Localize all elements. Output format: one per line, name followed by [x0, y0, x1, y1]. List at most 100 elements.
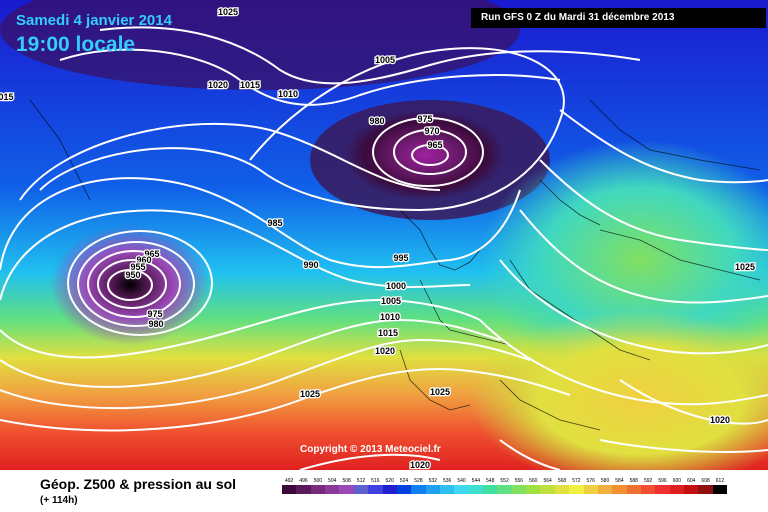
scale-label: 564: [543, 478, 552, 484]
isobar-label: 1025: [218, 7, 238, 17]
isobar-label: 1015: [240, 80, 260, 90]
scale-swatch: [698, 485, 713, 494]
scale-swatch: [425, 485, 440, 494]
scale-swatch: [583, 485, 598, 494]
color-scale: 492 496 500 504 508 512 516 520 524 528 532 536 540 5…: [282, 478, 756, 494]
isobar-label: 975: [147, 309, 162, 319]
isobar-label: 1020: [375, 346, 395, 356]
scale-label: 532: [428, 478, 437, 484]
scale-swatch: [669, 485, 685, 494]
scale-swatch: [454, 485, 469, 494]
scale-swatch: [368, 485, 383, 494]
color-scale-labels: 492 496 500 504 508 512 516 520 524 528 532 536 540 5…: [282, 478, 756, 484]
scale-swatch: [339, 485, 354, 494]
scale-label: 492: [285, 478, 294, 484]
scale-label: 600: [672, 478, 682, 484]
scale-swatch: [325, 485, 340, 494]
isobar-label: 1010: [278, 89, 298, 99]
scale-label: 504: [328, 478, 337, 484]
scale-label: 512: [356, 478, 366, 484]
scale-label: 560: [529, 478, 538, 484]
isobar-label: 1020: [410, 460, 430, 470]
isobar-label: 1025: [735, 262, 755, 272]
scale-swatch: [282, 485, 297, 494]
scale-swatch: [597, 485, 613, 494]
scale-label: 612: [715, 478, 725, 484]
isobar-label: 1000: [386, 281, 406, 291]
scale-swatch: [554, 485, 570, 494]
scale-swatch: [439, 485, 455, 494]
isobar-label: 1025: [300, 389, 320, 399]
scale-swatch: [353, 485, 369, 494]
scale-label: 588: [629, 478, 638, 484]
scale-swatch: [310, 485, 326, 494]
scale-swatch: [468, 485, 484, 494]
scale-label: 520: [385, 478, 394, 484]
isobar-label: 995: [393, 253, 408, 263]
coastlines: [29, 99, 761, 431]
scale-label: 580: [600, 478, 610, 484]
scale-swatch: [483, 485, 498, 494]
isobar-label: 1020: [710, 415, 730, 425]
scale-swatch: [396, 485, 412, 494]
isobar-label: 980: [148, 319, 163, 329]
scale-swatch: [640, 485, 656, 494]
isobar-label: 950: [125, 270, 140, 280]
isobar-label: 1010: [380, 312, 400, 322]
isobar-label: 990: [303, 260, 318, 270]
isobar-label: 965: [427, 140, 442, 150]
scale-swatch: [497, 485, 512, 494]
scale-label: 508: [342, 478, 351, 484]
scale-swatch: [712, 485, 728, 494]
isobar-label: 1015: [378, 328, 398, 338]
scale-label: 552: [500, 478, 509, 484]
scale-swatch: [296, 485, 311, 494]
isobar-label: 960: [136, 255, 151, 265]
scale-swatch: [612, 485, 627, 494]
isobar-label: 1025: [430, 387, 450, 397]
scale-label: 496: [299, 478, 308, 484]
scale-label: 568: [557, 478, 567, 484]
isobar-label: 955: [130, 262, 145, 272]
isobar-label: 015: [0, 92, 14, 102]
scale-label: 556: [514, 478, 524, 484]
scale-label: 572: [572, 478, 581, 484]
scale-swatch: [526, 485, 541, 494]
scale-swatch: [540, 485, 555, 494]
isobar-label: 980: [369, 116, 384, 126]
isobar-label: 985: [267, 218, 282, 228]
scale-swatch: [684, 485, 699, 494]
scale-label: 592: [643, 478, 653, 484]
scale-label: 528: [414, 478, 423, 484]
color-scale-swatches: [282, 485, 756, 494]
copyright-text: Copyright © 2013 Meteociel.fr: [300, 444, 441, 455]
forecast-offset: (+ 114h): [40, 495, 78, 506]
isobar-label: 1020: [208, 80, 228, 90]
scale-label: 516: [371, 478, 380, 484]
scale-swatch: [511, 485, 527, 494]
scale-label: 596: [658, 478, 667, 484]
scale-label: 608: [701, 478, 710, 484]
run-info: Run GFS 0 Z du Mardi 31 décembre 2013: [471, 8, 766, 28]
map-title: Géop. Z500 & pression au sol: [40, 476, 237, 492]
isobar-label: 965: [144, 249, 159, 259]
scale-label: 500: [313, 478, 323, 484]
scale-label: 536: [442, 478, 452, 484]
scale-label: 548: [486, 478, 495, 484]
weather-map: 1025 015 1020 1015 1010 1005 980 975 970 965 985 96…: [0, 0, 768, 470]
scale-label: 524: [399, 478, 409, 484]
scale-label: 540: [457, 478, 466, 484]
scale-swatch: [411, 485, 426, 494]
scale-label: 584: [615, 478, 624, 484]
isobar-label: 1005: [375, 55, 395, 65]
scale-swatch: [626, 485, 641, 494]
isobar-label: 975: [417, 114, 432, 124]
isobars: [0, 26, 768, 470]
scale-label: 604: [687, 478, 696, 484]
forecast-time: 19:00 locale: [16, 33, 136, 56]
scale-swatch: [382, 485, 397, 494]
scale-label: 544: [471, 478, 481, 484]
scale-swatch: [655, 485, 670, 494]
